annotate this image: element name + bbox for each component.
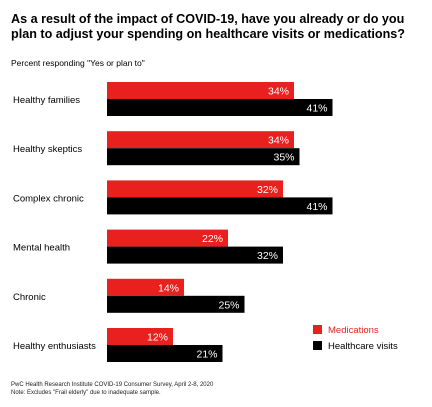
chart-title: As a result of the impact of COVID-19, h… (11, 12, 405, 41)
category-label-complex-chronic: Complex chronic (13, 193, 84, 204)
bar-medications-chronic (107, 278, 184, 296)
category-label-healthy-skeptics: Healthy skeptics (13, 144, 82, 155)
legend-label-medications: Medications (328, 325, 379, 336)
bar-medications-healthy-families (107, 82, 294, 99)
category-label-healthy-families: Healthy families (13, 95, 80, 106)
bar-healthcare-visits-chronic (107, 295, 245, 313)
data-label-medications-healthy-families: 34% (268, 86, 289, 98)
bar-healthcare-visits-complex-chronic (107, 197, 333, 215)
bar-healthcare-visits-mental-health (107, 246, 283, 264)
data-label-healthcare-visits-chronic: 25% (218, 299, 239, 311)
note-text: Note: Excludes "Frail elderly" due to in… (11, 390, 161, 396)
category-label-healthy-enthusiasts: Healthy enthusiasts (13, 341, 96, 352)
source-text: PwC Health Research Institute COVID-19 C… (11, 382, 214, 388)
data-label-healthcare-visits-healthy-enthusiasts: 21% (196, 349, 217, 361)
bar-healthcare-visits-healthy-families (107, 99, 333, 116)
chart-subtitle: Percent responding "Yes or plan to" (11, 58, 145, 68)
legend-swatch-medications (313, 325, 322, 334)
data-label-medications-chronic: 14% (158, 282, 179, 294)
bar-healthcare-visits-healthy-skeptics (107, 148, 300, 166)
category-label-chronic: Chronic (13, 292, 46, 303)
data-label-medications-healthy-enthusiasts: 12% (147, 332, 168, 344)
bar-medications-complex-chronic (107, 180, 283, 198)
data-label-healthcare-visits-complex-chronic: 41% (306, 201, 327, 213)
chart-source: PwC Health Research Institute COVID-19 C… (11, 381, 213, 397)
data-label-medications-healthy-skeptics: 34% (268, 135, 289, 147)
bar-healthcare-visits-healthy-enthusiasts (107, 345, 223, 362)
category-label-mental-health: Mental health (13, 243, 70, 254)
data-label-healthcare-visits-mental-health: 32% (257, 250, 278, 262)
bar-medications-healthy-skeptics (107, 131, 294, 149)
legend-swatch-healthcare-visits (313, 341, 322, 350)
data-label-medications-mental-health: 22% (202, 233, 223, 245)
bar-medications-healthy-enthusiasts (107, 328, 173, 345)
data-label-healthcare-visits-healthy-skeptics: 35% (273, 152, 294, 164)
bar-medications-mental-health (107, 229, 228, 247)
legend-label-healthcare-visits: Healthcare visits (328, 341, 398, 352)
data-label-medications-complex-chronic: 32% (257, 184, 278, 196)
data-label-healthcare-visits-healthy-families: 41% (306, 103, 327, 115)
